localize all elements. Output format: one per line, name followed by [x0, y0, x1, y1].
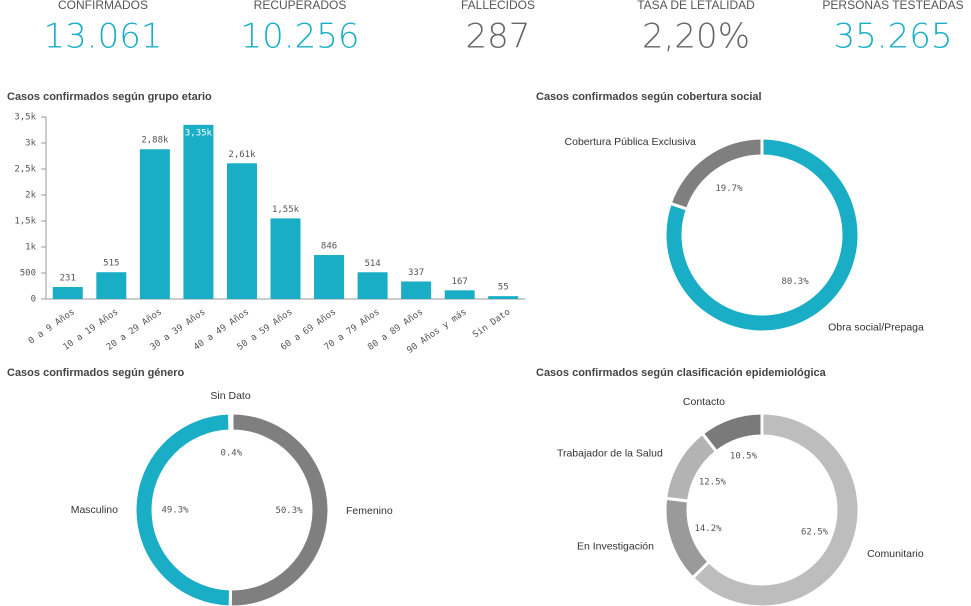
bar — [96, 272, 127, 299]
slice-value-label: 10.5% — [730, 452, 758, 462]
value-label: 3,35k — [185, 128, 213, 138]
value-label: 514 — [364, 259, 380, 269]
y-tick-label: 2k — [25, 191, 36, 201]
bar — [270, 218, 301, 299]
donut-slice — [228, 411, 234, 433]
value-label: 846 — [321, 242, 337, 252]
bar — [401, 281, 432, 299]
slice-name: Cobertura Pública Exclusiva — [565, 136, 696, 148]
slice-name: Femenino — [346, 505, 393, 517]
bar — [488, 296, 519, 299]
kpi-value: 2,20% — [642, 17, 750, 57]
slice-name: En Investigación — [577, 540, 654, 552]
chart-title: Casos confirmados según cobertura social — [536, 91, 762, 103]
value-label: 337 — [408, 268, 424, 278]
slice-value-label: 19.7% — [715, 184, 743, 194]
y-tick-label: 1,5k — [14, 217, 36, 227]
kpi-label: PERSONAS TESTEADAS — [822, 0, 963, 12]
slice-value-label: 12.5% — [699, 477, 727, 487]
value-label: 2,61k — [228, 150, 256, 160]
bar — [444, 290, 475, 299]
kpi-label: FALLECIDOS — [461, 0, 535, 12]
kpi-value: 35.265 — [834, 17, 953, 57]
donut-slice — [663, 496, 712, 580]
value-label: 515 — [103, 259, 119, 269]
slice-value-label: 14.2% — [694, 524, 722, 534]
donut-slice — [700, 411, 764, 454]
kpi-value: 10.256 — [241, 17, 360, 57]
bar — [314, 255, 345, 299]
bar — [139, 149, 170, 299]
x-tick-label: Sin Dato — [471, 307, 512, 340]
y-tick-label: 1k — [25, 243, 36, 253]
slice-name: Sin Dato — [210, 390, 250, 402]
y-tick-label: 3,5k — [14, 113, 36, 123]
slice-value-label: 62.5% — [801, 528, 829, 538]
chart-title: Casos confirmados según grupo etario — [7, 91, 212, 103]
slice-name: Trabajador de la Salud — [557, 448, 663, 460]
donut-slice — [668, 136, 764, 212]
kpi-label: RECUPERADOS — [254, 0, 347, 12]
chart-title: Casos confirmados según género — [7, 367, 185, 379]
slice-name: Comunitario — [867, 548, 924, 560]
slice-value-label: 50.3% — [275, 506, 303, 516]
slice-value-label: 49.3% — [161, 506, 189, 516]
slice-value-label: 80.3% — [782, 277, 810, 287]
slice-value-label: 0.4% — [220, 449, 242, 459]
value-label: 55 — [498, 283, 509, 293]
kpi-label: TASA DE LETALIDAD — [637, 0, 755, 12]
slice-name: Obra social/Prepaga — [828, 322, 924, 334]
donut-slice — [663, 136, 861, 334]
bar — [357, 272, 388, 299]
y-tick-label: 0 — [31, 295, 36, 305]
value-label: 1,55k — [272, 205, 300, 215]
donut-slice — [228, 411, 331, 606]
bar — [183, 124, 214, 299]
kpi-value: 13.061 — [44, 17, 163, 57]
slice-name: Contacto — [683, 396, 725, 408]
value-label: 231 — [60, 273, 76, 283]
kpi-label: CONFIRMADOS — [58, 0, 148, 12]
bar — [226, 163, 257, 299]
y-tick-label: 2,5k — [14, 165, 36, 175]
y-tick-label: 500 — [20, 269, 36, 279]
bar — [52, 286, 83, 299]
value-label: 167 — [452, 277, 468, 287]
kpi-value: 287 — [466, 17, 531, 57]
donut-slice — [690, 411, 861, 606]
chart-title: Casos confirmados según clasificación ep… — [536, 367, 827, 379]
slice-name: Masculino — [71, 504, 118, 516]
y-tick-label: 3k — [25, 139, 36, 149]
value-label: 2,88k — [141, 136, 169, 146]
